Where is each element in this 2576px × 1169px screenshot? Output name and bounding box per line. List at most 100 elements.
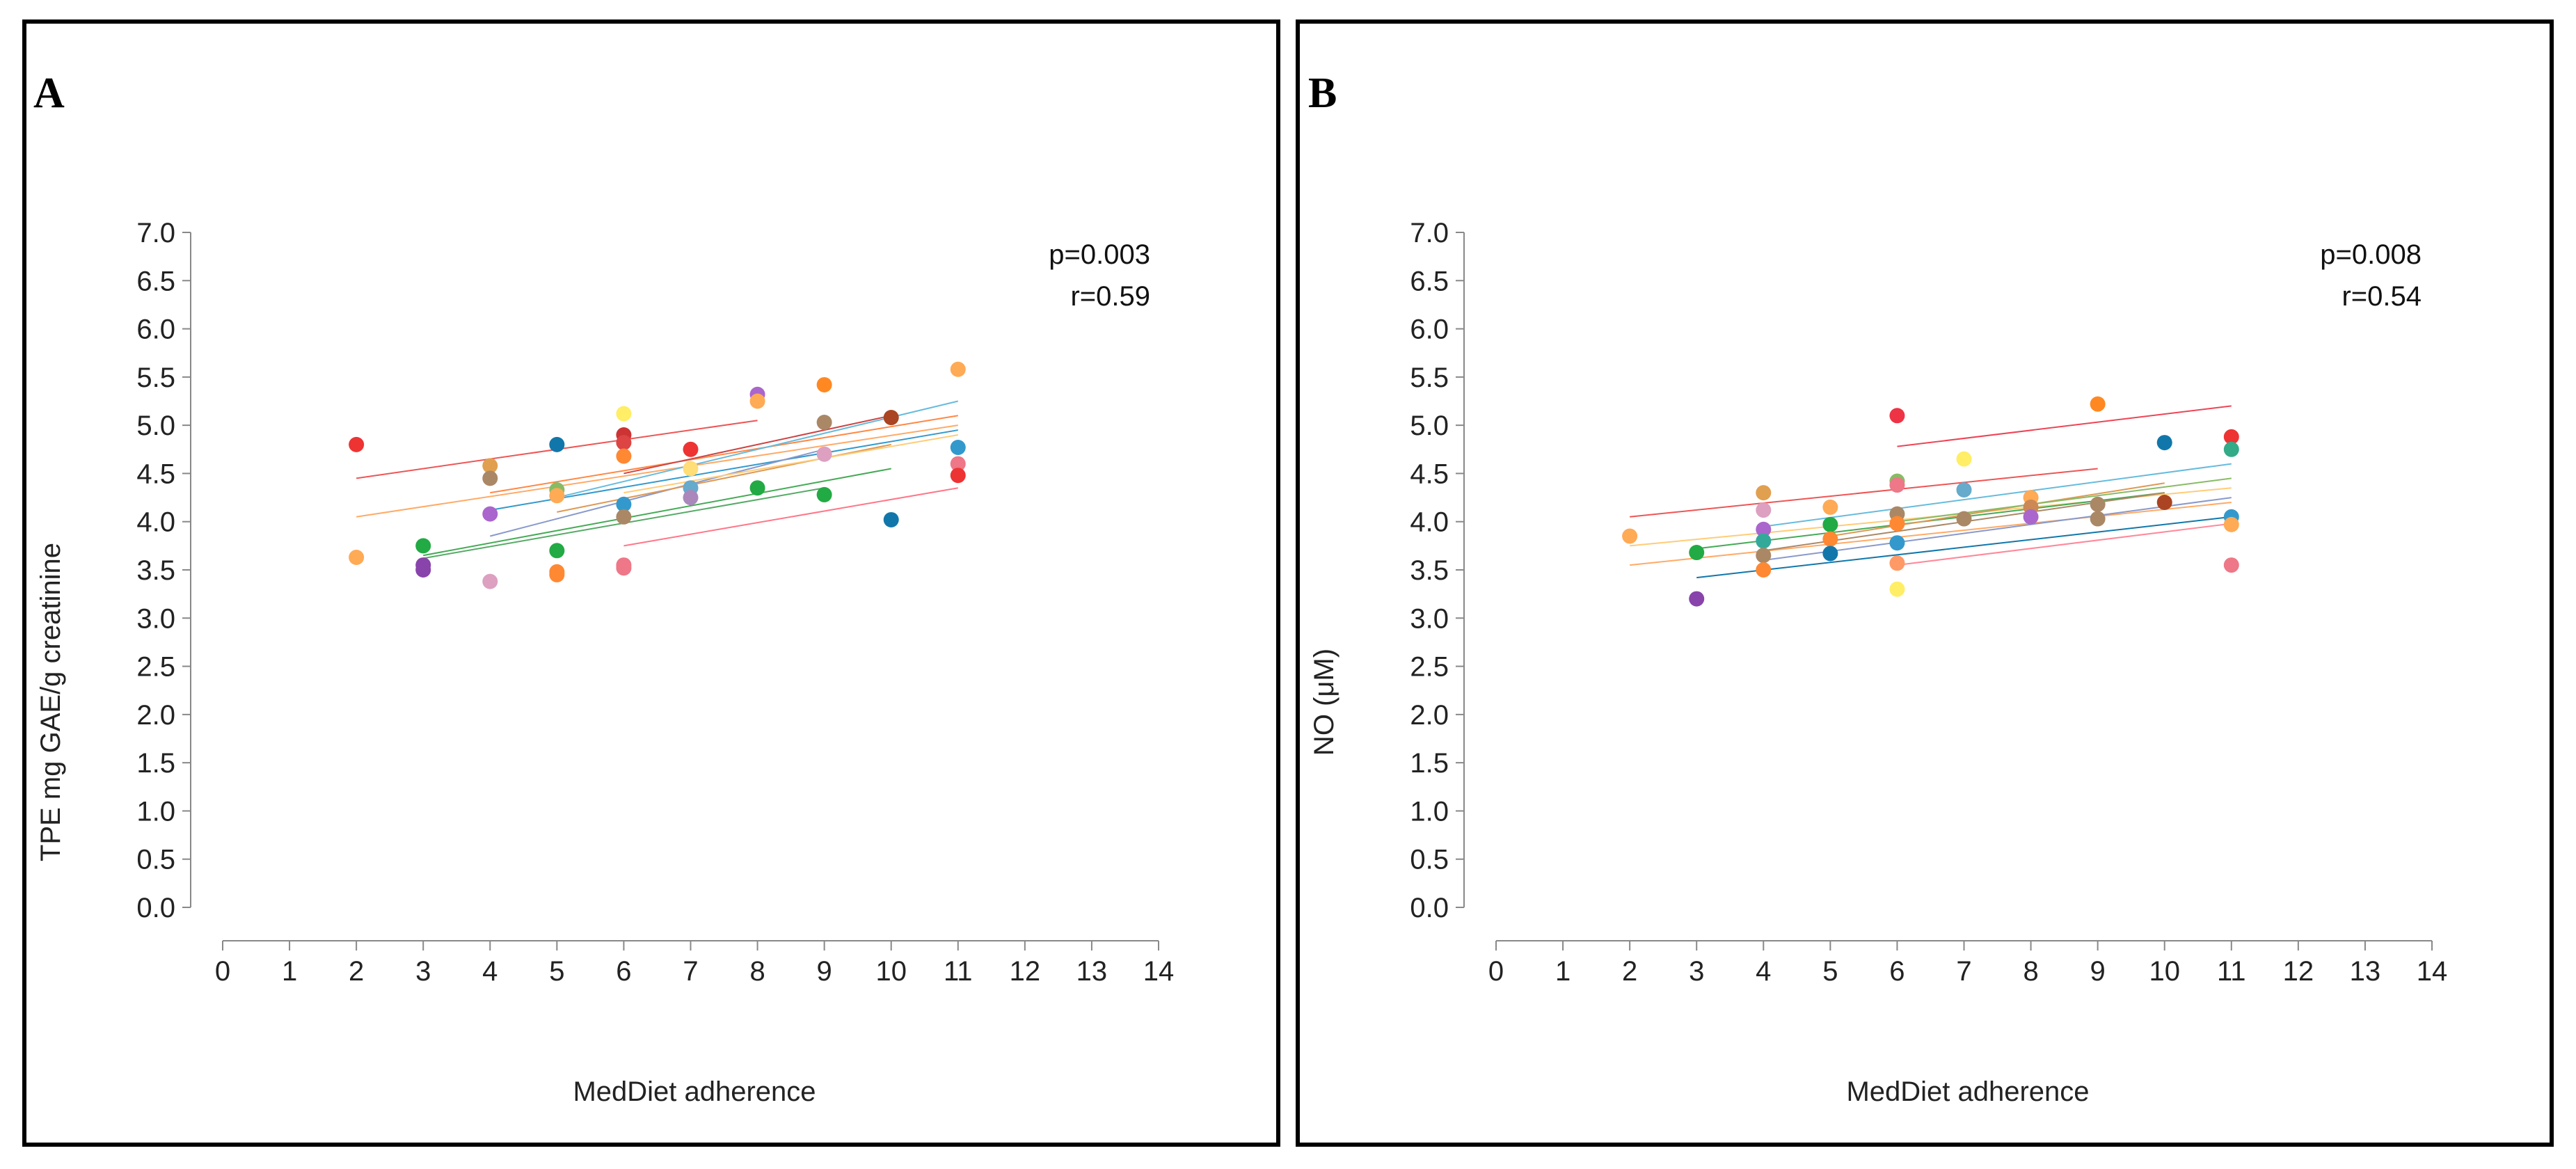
fit-line — [1763, 497, 2232, 562]
fit-line — [1763, 463, 2232, 527]
x-tick-label: 7 — [1956, 956, 1971, 987]
data-point — [1756, 521, 1772, 537]
x-tick-label: 9 — [2090, 956, 2106, 987]
data-point — [2090, 511, 2106, 527]
x-tick-label: 5 — [549, 956, 564, 987]
data-point — [616, 448, 632, 464]
data-point — [816, 376, 832, 392]
fit-line — [1830, 482, 2165, 537]
data-point — [683, 490, 699, 506]
x-tick-label: 3 — [1689, 956, 1704, 987]
data-point — [349, 436, 365, 452]
y-tick-label: 6.0 — [136, 315, 175, 345]
y-tick-label: 4.5 — [136, 459, 175, 489]
fit-line — [490, 429, 958, 511]
y-tick-label: 2.5 — [136, 652, 175, 683]
data-point — [1956, 451, 1972, 467]
data-point — [616, 406, 632, 422]
data-point — [549, 566, 565, 582]
x-tick-label: 11 — [944, 956, 973, 987]
fit-line — [1630, 502, 2232, 566]
y-tick-label: 6.5 — [1410, 266, 1449, 296]
y-tick-label: 1.5 — [1410, 748, 1449, 779]
y-tick-label: 0.0 — [136, 893, 175, 923]
y-tick-label: 4.0 — [136, 507, 175, 538]
points-b — [1622, 396, 2239, 607]
data-point — [1956, 511, 1972, 527]
y-tick-label: 4.5 — [1410, 459, 1449, 489]
y-tick-label: 0.5 — [1410, 845, 1449, 875]
data-point — [1756, 533, 1772, 549]
y-axis-label-a: TPE mg GAE/g creatinine — [35, 543, 66, 861]
data-point — [950, 456, 966, 472]
data-point — [1889, 408, 1905, 424]
data-point — [2223, 557, 2239, 573]
chart-b: B 0.0 0.5 1.0 1.5 2.0 2.5 3.0 3.5 4.0 4.5 5.0 5.5 6.… — [1308, 70, 2447, 1107]
fit-line — [1897, 523, 2232, 566]
data-point — [1822, 546, 1838, 562]
r-value-a: r=0.59 — [1070, 281, 1150, 312]
y-tick-label: 5.5 — [136, 363, 175, 393]
y-tick-label: 5.0 — [136, 411, 175, 441]
x-tick-label: 9 — [817, 956, 832, 987]
data-point — [1756, 485, 1772, 501]
fit-line — [423, 468, 891, 557]
y-tick-label: 5.5 — [1410, 363, 1449, 393]
data-point — [1756, 562, 1772, 578]
data-point — [415, 562, 431, 578]
data-point — [2156, 435, 2172, 451]
data-point — [616, 560, 632, 576]
data-point — [482, 573, 498, 589]
axes-a: 0.0 0.5 1.0 1.5 2.0 2.5 3.0 3.5 4.0 4.5 5.0 5.5 6.0 6… — [136, 218, 1174, 987]
data-point — [616, 435, 632, 451]
data-point — [1756, 502, 1772, 518]
data-point — [2156, 495, 2172, 510]
data-point — [482, 506, 498, 522]
fit-line — [1897, 405, 2232, 447]
p-value-b: p=0.008 — [2320, 239, 2422, 270]
data-point — [2023, 509, 2039, 525]
y-tick-label: 2.5 — [1410, 652, 1449, 683]
data-point — [2090, 496, 2106, 512]
x-tick-label: 8 — [2023, 956, 2038, 987]
data-point — [950, 440, 966, 456]
data-point — [816, 414, 832, 430]
data-point — [2223, 441, 2239, 457]
fit-line — [356, 424, 958, 518]
r-value-b: r=0.54 — [2342, 281, 2422, 312]
x-tick-label: 13 — [1076, 956, 1108, 987]
y-tick-label: 4.0 — [1410, 507, 1449, 538]
x-tick-label: 11 — [2217, 956, 2246, 987]
data-point — [1689, 591, 1705, 607]
data-point — [749, 480, 765, 496]
x-tick-label: 6 — [616, 956, 631, 987]
data-point — [1822, 531, 1838, 547]
fit-lines-a — [356, 400, 959, 559]
x-tick-label: 13 — [2350, 956, 2381, 987]
axes-b: 0.0 0.5 1.0 1.5 2.0 2.5 3.0 3.5 4.0 4.5 5.0 5.5 6.0 6… — [1410, 218, 2447, 987]
points-a — [349, 361, 966, 589]
p-value-a: p=0.003 — [1049, 239, 1150, 270]
y-axis-label-b: NO (μM) — [1309, 649, 1339, 756]
panel-label-a: A — [33, 70, 65, 117]
data-point — [883, 410, 899, 426]
data-point — [1822, 499, 1838, 515]
panel-label-b: B — [1308, 70, 1337, 117]
x-tick-label: 12 — [2283, 956, 2314, 987]
data-point — [1756, 548, 1772, 564]
data-point — [1889, 535, 1905, 551]
x-tick-label: 4 — [1756, 956, 1771, 987]
data-point — [549, 543, 565, 559]
data-point — [482, 458, 498, 474]
x-tick-label: 12 — [1010, 956, 1041, 987]
data-point — [549, 488, 565, 504]
y-tick-label: 6.5 — [136, 266, 175, 296]
x-tick-label: 10 — [875, 956, 907, 987]
fit-line — [623, 487, 958, 547]
y-tick-label: 2.0 — [136, 700, 175, 731]
x-tick-label: 7 — [683, 956, 698, 987]
y-tick-label: 3.0 — [1410, 603, 1449, 634]
y-tick-label: 5.0 — [1410, 411, 1449, 441]
y-tick-label: 7.0 — [136, 218, 175, 248]
data-point — [816, 486, 832, 502]
